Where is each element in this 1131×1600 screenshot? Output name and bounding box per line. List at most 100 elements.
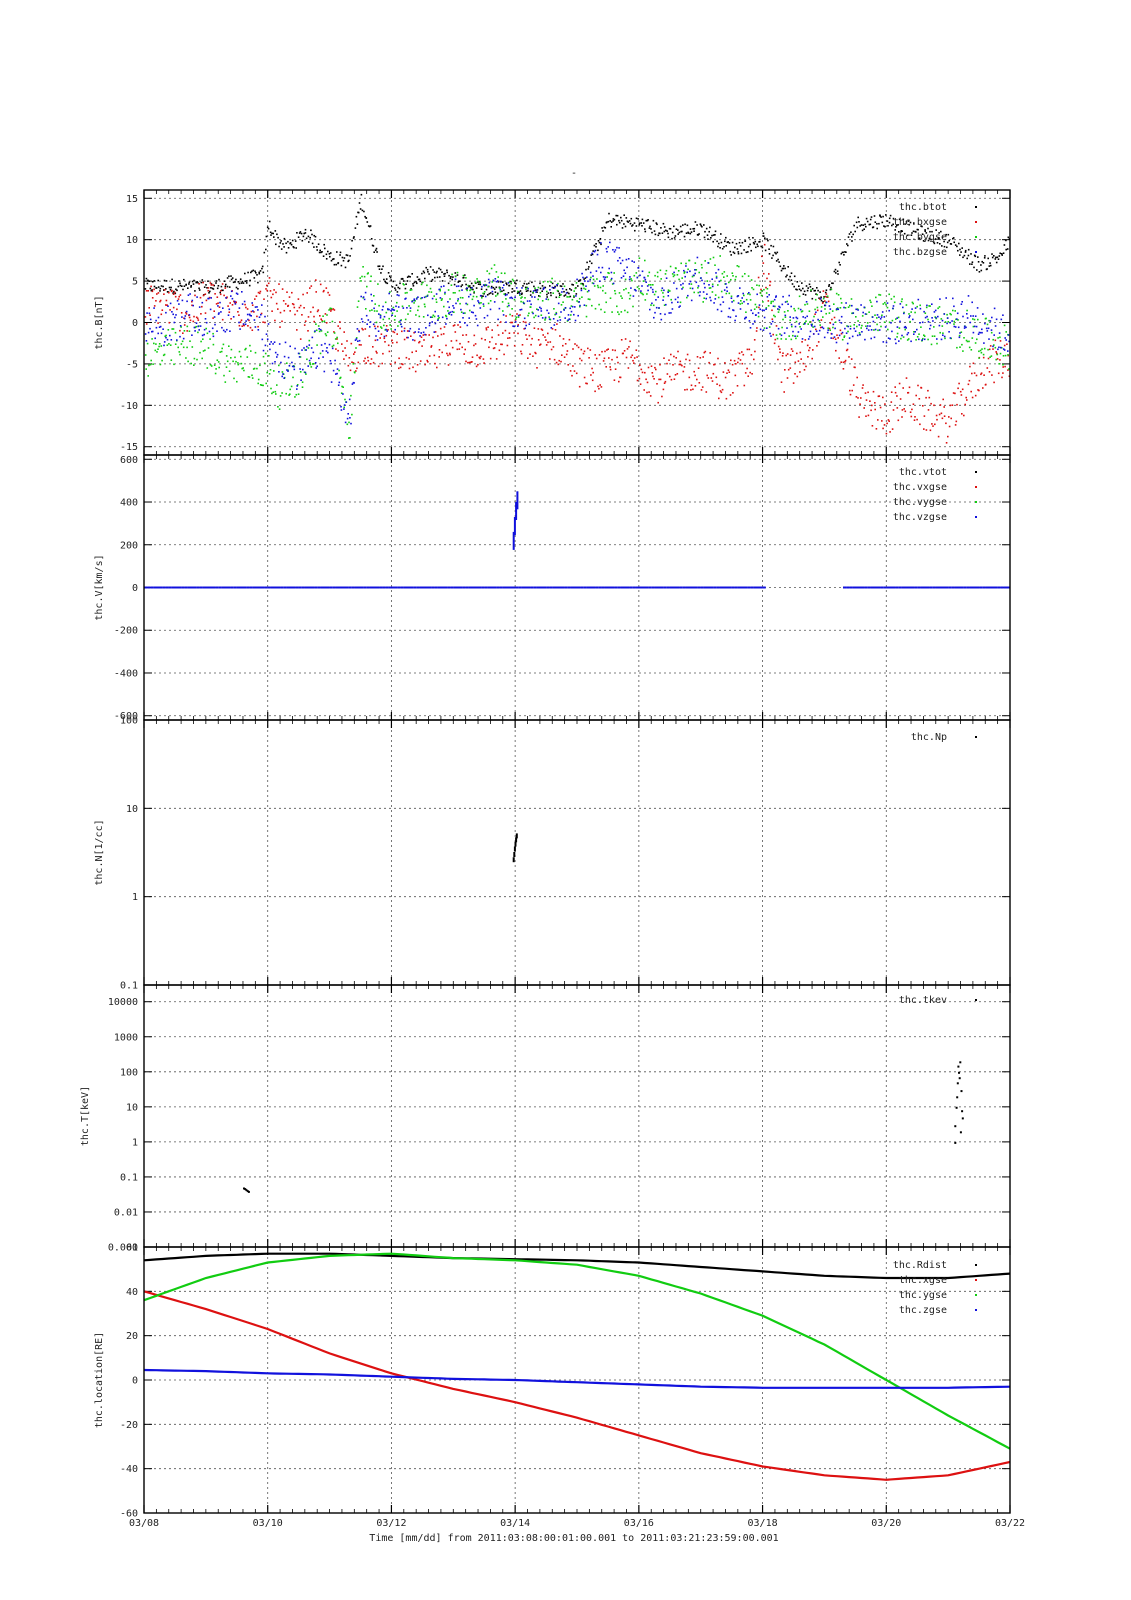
data-point — [408, 305, 410, 307]
data-point — [165, 299, 168, 302]
data-point — [165, 586, 169, 589]
data-point — [179, 284, 182, 287]
data-point — [254, 270, 256, 273]
data-point — [150, 586, 154, 589]
data-point — [933, 311, 936, 313]
data-point — [840, 315, 843, 318]
data-point — [317, 586, 321, 589]
data-point — [858, 332, 861, 334]
data-point — [805, 320, 807, 322]
y-tick-label: 0.01 — [114, 1207, 138, 1218]
data-point — [488, 346, 490, 349]
data-point — [810, 289, 812, 291]
data-point — [586, 586, 590, 589]
data-point — [519, 290, 522, 292]
data-point — [651, 302, 653, 305]
data-point — [770, 300, 773, 303]
data-point — [274, 230, 277, 232]
data-point — [340, 409, 343, 411]
data-point — [335, 586, 339, 589]
data-point — [883, 321, 886, 323]
data-point — [425, 266, 427, 269]
data-point — [557, 363, 560, 366]
data-point — [511, 288, 514, 290]
data-point — [970, 349, 973, 351]
data-point — [851, 304, 853, 307]
data-point — [795, 288, 797, 291]
data-point — [263, 298, 265, 300]
data-point — [883, 225, 885, 227]
data-point — [565, 292, 568, 294]
data-point — [511, 321, 514, 324]
data-point — [544, 316, 547, 319]
data-point — [928, 305, 930, 307]
data-point — [753, 243, 756, 245]
data-point — [772, 300, 774, 303]
data-point — [812, 349, 814, 351]
data-point — [669, 265, 672, 268]
data-point — [701, 266, 703, 269]
data-point — [621, 227, 624, 229]
data-point — [860, 304, 862, 306]
data-point — [989, 320, 992, 322]
data-point — [618, 380, 620, 383]
data-point — [708, 361, 710, 364]
data-point — [365, 308, 367, 310]
data-point — [346, 340, 348, 342]
data-point — [973, 318, 976, 321]
data-point — [912, 230, 915, 233]
data-point — [766, 296, 769, 298]
y-tick-label: -20 — [120, 1420, 138, 1431]
data-point — [206, 367, 209, 369]
data-point — [475, 318, 478, 320]
legend-label: thc.Np — [911, 732, 947, 743]
data-point — [586, 276, 588, 278]
data-point — [279, 326, 281, 328]
data-point — [1003, 324, 1006, 327]
data-point — [157, 286, 160, 288]
data-point — [294, 313, 296, 316]
data-point — [614, 249, 617, 251]
data-point — [616, 214, 619, 217]
data-point — [629, 586, 633, 589]
data-point — [234, 303, 237, 305]
data-point — [402, 307, 405, 309]
data-point — [927, 338, 929, 341]
data-point — [901, 586, 905, 589]
data-point — [799, 308, 802, 311]
data-point — [318, 330, 321, 333]
data-point — [801, 282, 803, 284]
data-point — [163, 293, 165, 295]
data-point — [888, 309, 890, 312]
data-point — [549, 341, 552, 343]
data-point — [980, 264, 982, 266]
data-point — [237, 288, 239, 290]
data-point — [681, 364, 683, 367]
data-point — [670, 298, 672, 301]
data-point — [996, 256, 999, 259]
data-point — [596, 253, 599, 256]
data-point — [772, 254, 774, 257]
data-point — [996, 352, 998, 355]
data-point — [188, 330, 191, 332]
data-point — [363, 210, 365, 213]
data-point — [199, 586, 203, 589]
data-point — [825, 289, 828, 291]
data-point — [373, 325, 376, 328]
data-point — [262, 321, 264, 323]
data-point — [567, 364, 569, 366]
data-point — [633, 261, 635, 263]
data-point — [591, 253, 594, 256]
data-point — [858, 586, 862, 589]
data-point — [946, 241, 949, 244]
data-point — [590, 276, 592, 279]
data-point — [293, 246, 295, 249]
data-point — [425, 327, 427, 329]
data-point — [507, 292, 510, 294]
data-point — [898, 327, 901, 329]
data-point — [234, 300, 236, 303]
data-point — [299, 304, 302, 307]
data-point — [189, 293, 191, 295]
data-point — [377, 365, 380, 368]
data-point — [895, 318, 897, 320]
